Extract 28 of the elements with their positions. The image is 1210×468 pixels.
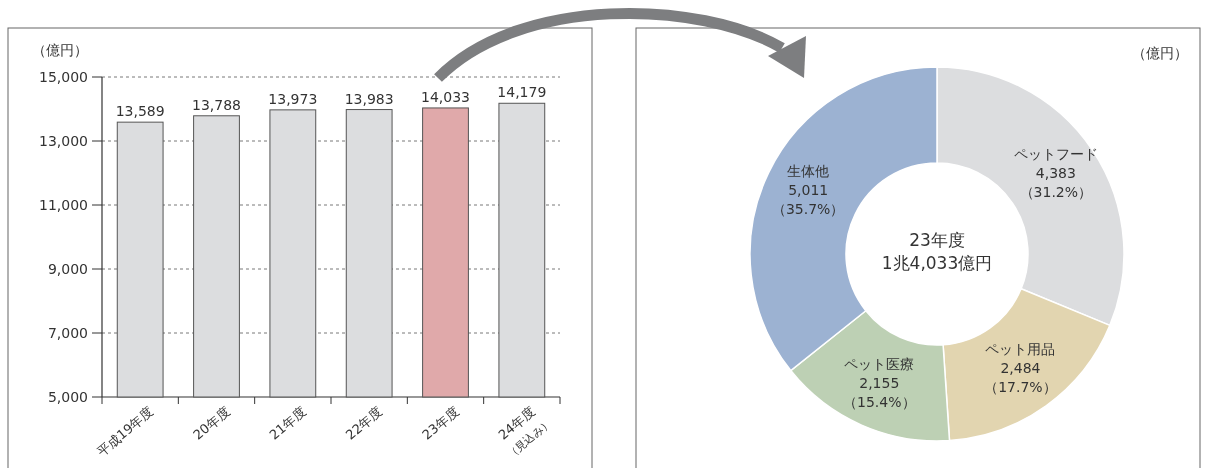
data-label: 2,484 （17.7%） bbox=[984, 360, 1057, 396]
y-tick-label: 13,000 bbox=[39, 133, 88, 149]
data-label: 13,589 bbox=[115, 103, 165, 120]
slice-label: ペットフード bbox=[1013, 145, 1098, 162]
y-tick-label: 11,000 bbox=[39, 197, 88, 213]
text: （億円） bbox=[1132, 45, 1188, 61]
data-label: 13,973 bbox=[268, 90, 318, 107]
x-tick-label: 21年度 bbox=[266, 403, 309, 443]
data-label: 2,155 （15.4%） bbox=[843, 374, 916, 410]
y-tick-label: 9,000 bbox=[47, 261, 88, 277]
y-tick-label: 7,000 bbox=[47, 325, 88, 341]
x-tick-label: 平成19年度 bbox=[93, 403, 157, 460]
x-tick-label: 22年度 bbox=[342, 403, 386, 443]
data-label: 5,011 （35.7%） bbox=[771, 182, 845, 217]
y-tick-label: 15,000 bbox=[39, 69, 88, 85]
y-tick-label: 5,000 bbox=[47, 389, 88, 405]
x-tick-label: 23年度 bbox=[419, 403, 462, 443]
x-tick-label: 20年度 bbox=[190, 403, 233, 443]
data-label: 13,983 bbox=[344, 90, 394, 107]
slice-label: ペット用品 bbox=[985, 341, 1056, 358]
slice-label: 生体他 bbox=[787, 163, 830, 180]
slice-label: ペット医療 bbox=[844, 356, 915, 373]
text: 23年度 1兆4,033億円 bbox=[881, 230, 993, 273]
data-label: 13,788 bbox=[192, 96, 241, 113]
data-label: 4,383 （31.2%） bbox=[1019, 164, 1093, 200]
data-label: 14,033 bbox=[421, 88, 470, 105]
data-label: 14,179 bbox=[497, 84, 547, 101]
y-axis-title: （億円） bbox=[32, 42, 88, 58]
